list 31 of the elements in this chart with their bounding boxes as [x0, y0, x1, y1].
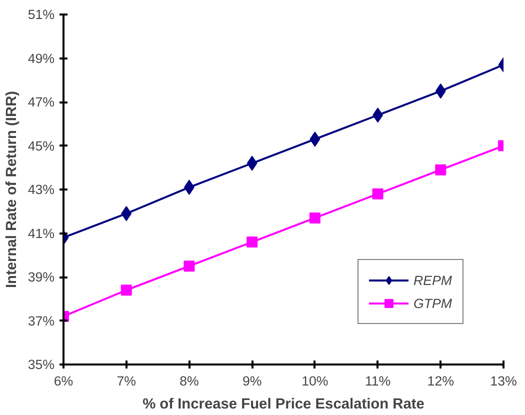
- x-axis-title: % of Increase Fuel Price Escalation Rate: [142, 396, 424, 412]
- y-tick-label: 49%: [28, 50, 55, 66]
- x-tick-label: 9%: [242, 374, 262, 388]
- y-tick-label: 51%: [28, 7, 55, 22]
- point: [310, 132, 320, 147]
- legend-label: REPM: [413, 272, 452, 288]
- y-tick-label: 37%: [28, 313, 55, 328]
- point: [121, 206, 132, 222]
- point: [372, 188, 384, 200]
- y-tick-label: 43%: [28, 182, 55, 197]
- y-tick-label: 47%: [28, 94, 55, 110]
- x-tick-label: 8%: [180, 374, 199, 388]
- point: [184, 260, 195, 272]
- y-axis-title: Internal Rate of Return (IRR): [4, 90, 20, 288]
- point: [246, 156, 258, 171]
- x-tick-label: 13%: [490, 374, 517, 388]
- point: [435, 164, 446, 176]
- y-tick-label: 39%: [28, 270, 55, 284]
- x-tick-label: 10%: [302, 374, 328, 388]
- point: [246, 236, 258, 248]
- x-tick-label: 7%: [116, 374, 136, 388]
- y-tick-label: 41%: [28, 226, 55, 241]
- point: [309, 212, 320, 224]
- x-tick-label: 12%: [427, 374, 454, 388]
- x-tick-label: 6%: [54, 374, 74, 388]
- x-tick-label: 11%: [364, 374, 391, 388]
- y-tick-label: 45%: [28, 138, 55, 154]
- legend-label: GTPM: [413, 296, 452, 310]
- y-tick-label: 35%: [28, 357, 55, 372]
- point: [435, 84, 446, 99]
- point: [120, 284, 132, 296]
